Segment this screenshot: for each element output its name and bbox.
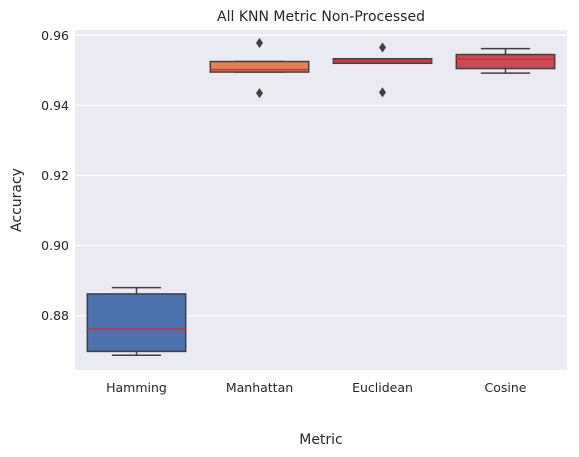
y-tick-labels: 0.88 0.90 0.92 0.94 0.96 bbox=[41, 28, 69, 323]
x-tick-label: Euclidean bbox=[352, 380, 413, 395]
box-hamming bbox=[86, 286, 187, 357]
box-body bbox=[209, 60, 310, 73]
boxes-group bbox=[86, 37, 556, 357]
y-tick-label: 0.94 bbox=[41, 98, 69, 113]
y-tick-label: 0.90 bbox=[41, 238, 69, 253]
outlier-point bbox=[379, 42, 386, 53]
y-tick-label: 0.92 bbox=[41, 168, 69, 183]
x-axis-title: Metric bbox=[299, 432, 343, 448]
y-tick-label: 0.88 bbox=[41, 308, 69, 323]
chart-title: All KNN Metric Non-Processed bbox=[217, 9, 425, 25]
y-axis-title: Accuracy bbox=[9, 168, 25, 232]
outlier-point bbox=[256, 37, 263, 48]
x-tick-label: Manhattan bbox=[226, 380, 293, 395]
x-tick-label: Cosine bbox=[485, 380, 527, 395]
outlier-point bbox=[379, 87, 386, 98]
y-tick-label: 0.96 bbox=[41, 28, 69, 43]
box-body bbox=[455, 53, 556, 70]
outlier-point bbox=[256, 88, 263, 99]
box-body bbox=[86, 293, 187, 353]
box-euclidean bbox=[332, 42, 433, 98]
box-cosine bbox=[455, 47, 556, 74]
x-tick-labels: Hamming Manhattan Euclidean Cosine bbox=[106, 380, 527, 395]
box-manhattan bbox=[209, 37, 310, 99]
x-tick-label: Hamming bbox=[106, 380, 167, 395]
